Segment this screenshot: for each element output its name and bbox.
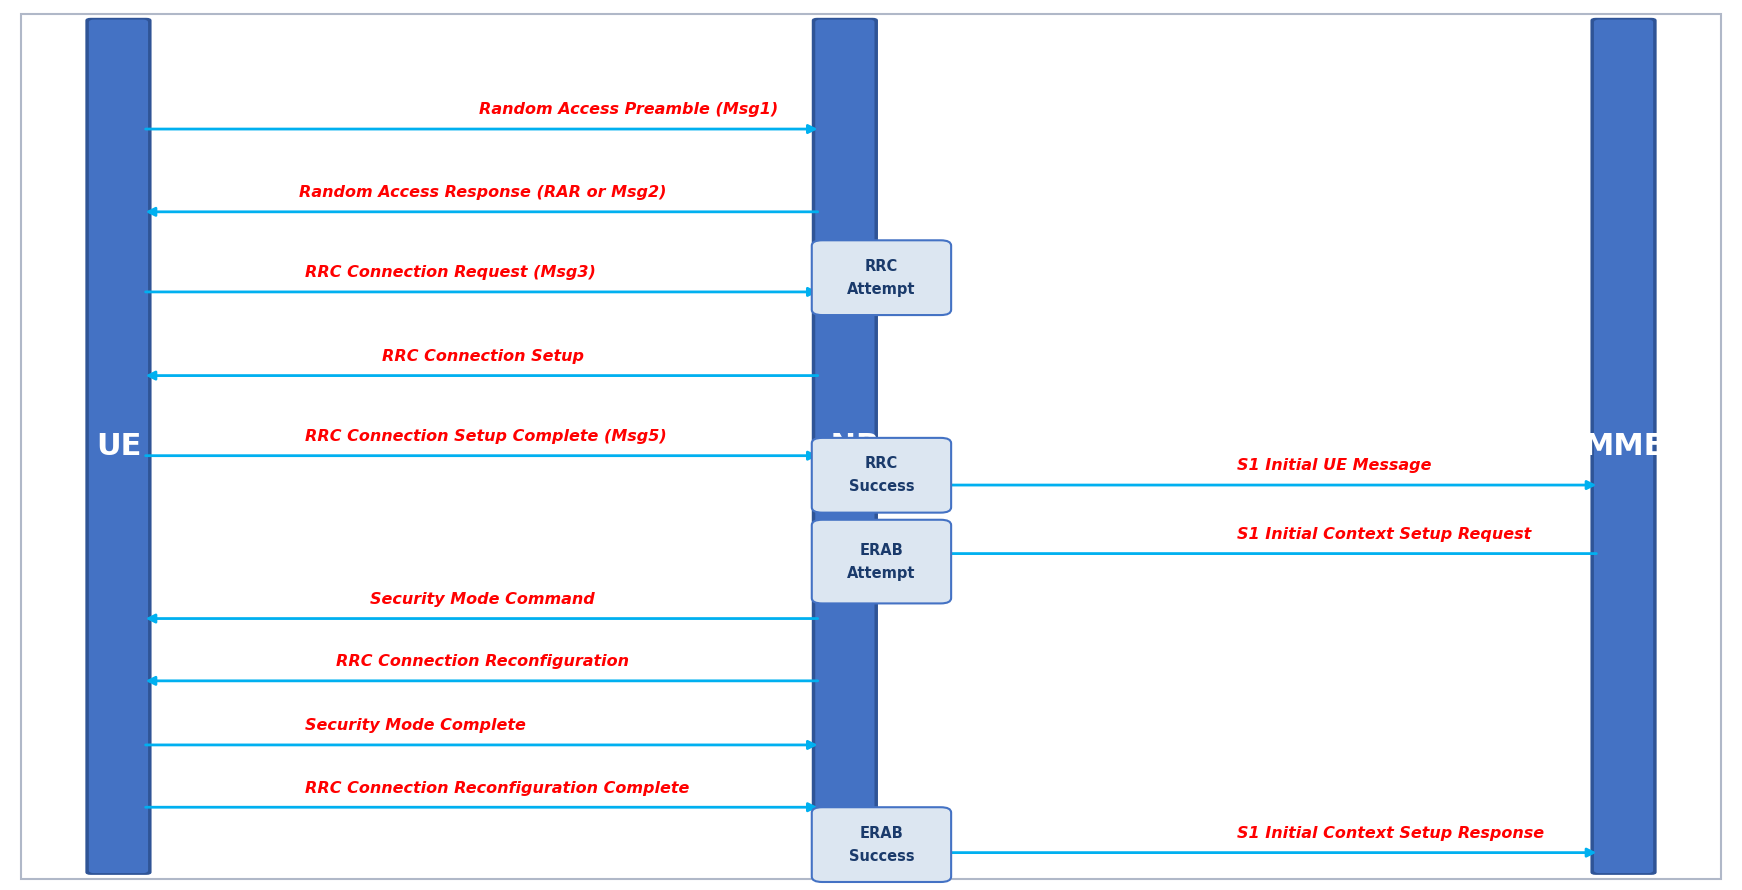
FancyBboxPatch shape — [812, 240, 951, 315]
Text: Success: Success — [848, 480, 915, 494]
Text: Random Access Preamble (Msg1): Random Access Preamble (Msg1) — [479, 102, 779, 117]
FancyBboxPatch shape — [85, 18, 152, 875]
Text: RRC Connection Reconfiguration Complete: RRC Connection Reconfiguration Complete — [305, 781, 690, 796]
FancyBboxPatch shape — [812, 807, 951, 882]
Text: S1 Initial UE Message: S1 Initial UE Message — [1237, 458, 1432, 473]
Text: RRC: RRC — [864, 457, 899, 471]
FancyBboxPatch shape — [812, 520, 951, 603]
Text: S1 Initial Context Setup Request: S1 Initial Context Setup Request — [1237, 527, 1531, 542]
FancyBboxPatch shape — [812, 438, 951, 513]
FancyBboxPatch shape — [89, 20, 148, 873]
Text: Security Mode Command: Security Mode Command — [369, 592, 596, 607]
Text: MME: MME — [1583, 432, 1664, 461]
Text: RRC Connection Reconfiguration: RRC Connection Reconfiguration — [336, 654, 629, 669]
FancyBboxPatch shape — [812, 18, 878, 875]
Text: Attempt: Attempt — [847, 282, 916, 296]
Text: RRC Connection Request (Msg3): RRC Connection Request (Msg3) — [305, 265, 596, 280]
Text: RRC: RRC — [864, 259, 899, 273]
Text: RRC Connection Setup Complete (Msg5): RRC Connection Setup Complete (Msg5) — [305, 429, 667, 444]
FancyBboxPatch shape — [1594, 20, 1653, 873]
Text: Attempt: Attempt — [847, 566, 916, 580]
Point — [807, 285, 834, 299]
Text: Random Access Response (RAR or Msg2): Random Access Response (RAR or Msg2) — [300, 185, 665, 200]
Point — [807, 449, 834, 463]
Point — [855, 846, 883, 860]
Text: eNB: eNB — [810, 432, 880, 461]
Text: UE: UE — [96, 432, 141, 461]
FancyBboxPatch shape — [1590, 18, 1657, 875]
FancyBboxPatch shape — [21, 14, 1721, 879]
Text: ERAB: ERAB — [859, 543, 904, 557]
FancyBboxPatch shape — [815, 20, 874, 873]
Text: Security Mode Complete: Security Mode Complete — [305, 718, 526, 733]
Text: RRC Connection Setup: RRC Connection Setup — [381, 349, 584, 364]
Point — [855, 546, 883, 561]
Text: S1 Initial Context Setup Response: S1 Initial Context Setup Response — [1237, 826, 1543, 841]
Text: ERAB: ERAB — [859, 826, 904, 840]
Text: Success: Success — [848, 849, 915, 863]
